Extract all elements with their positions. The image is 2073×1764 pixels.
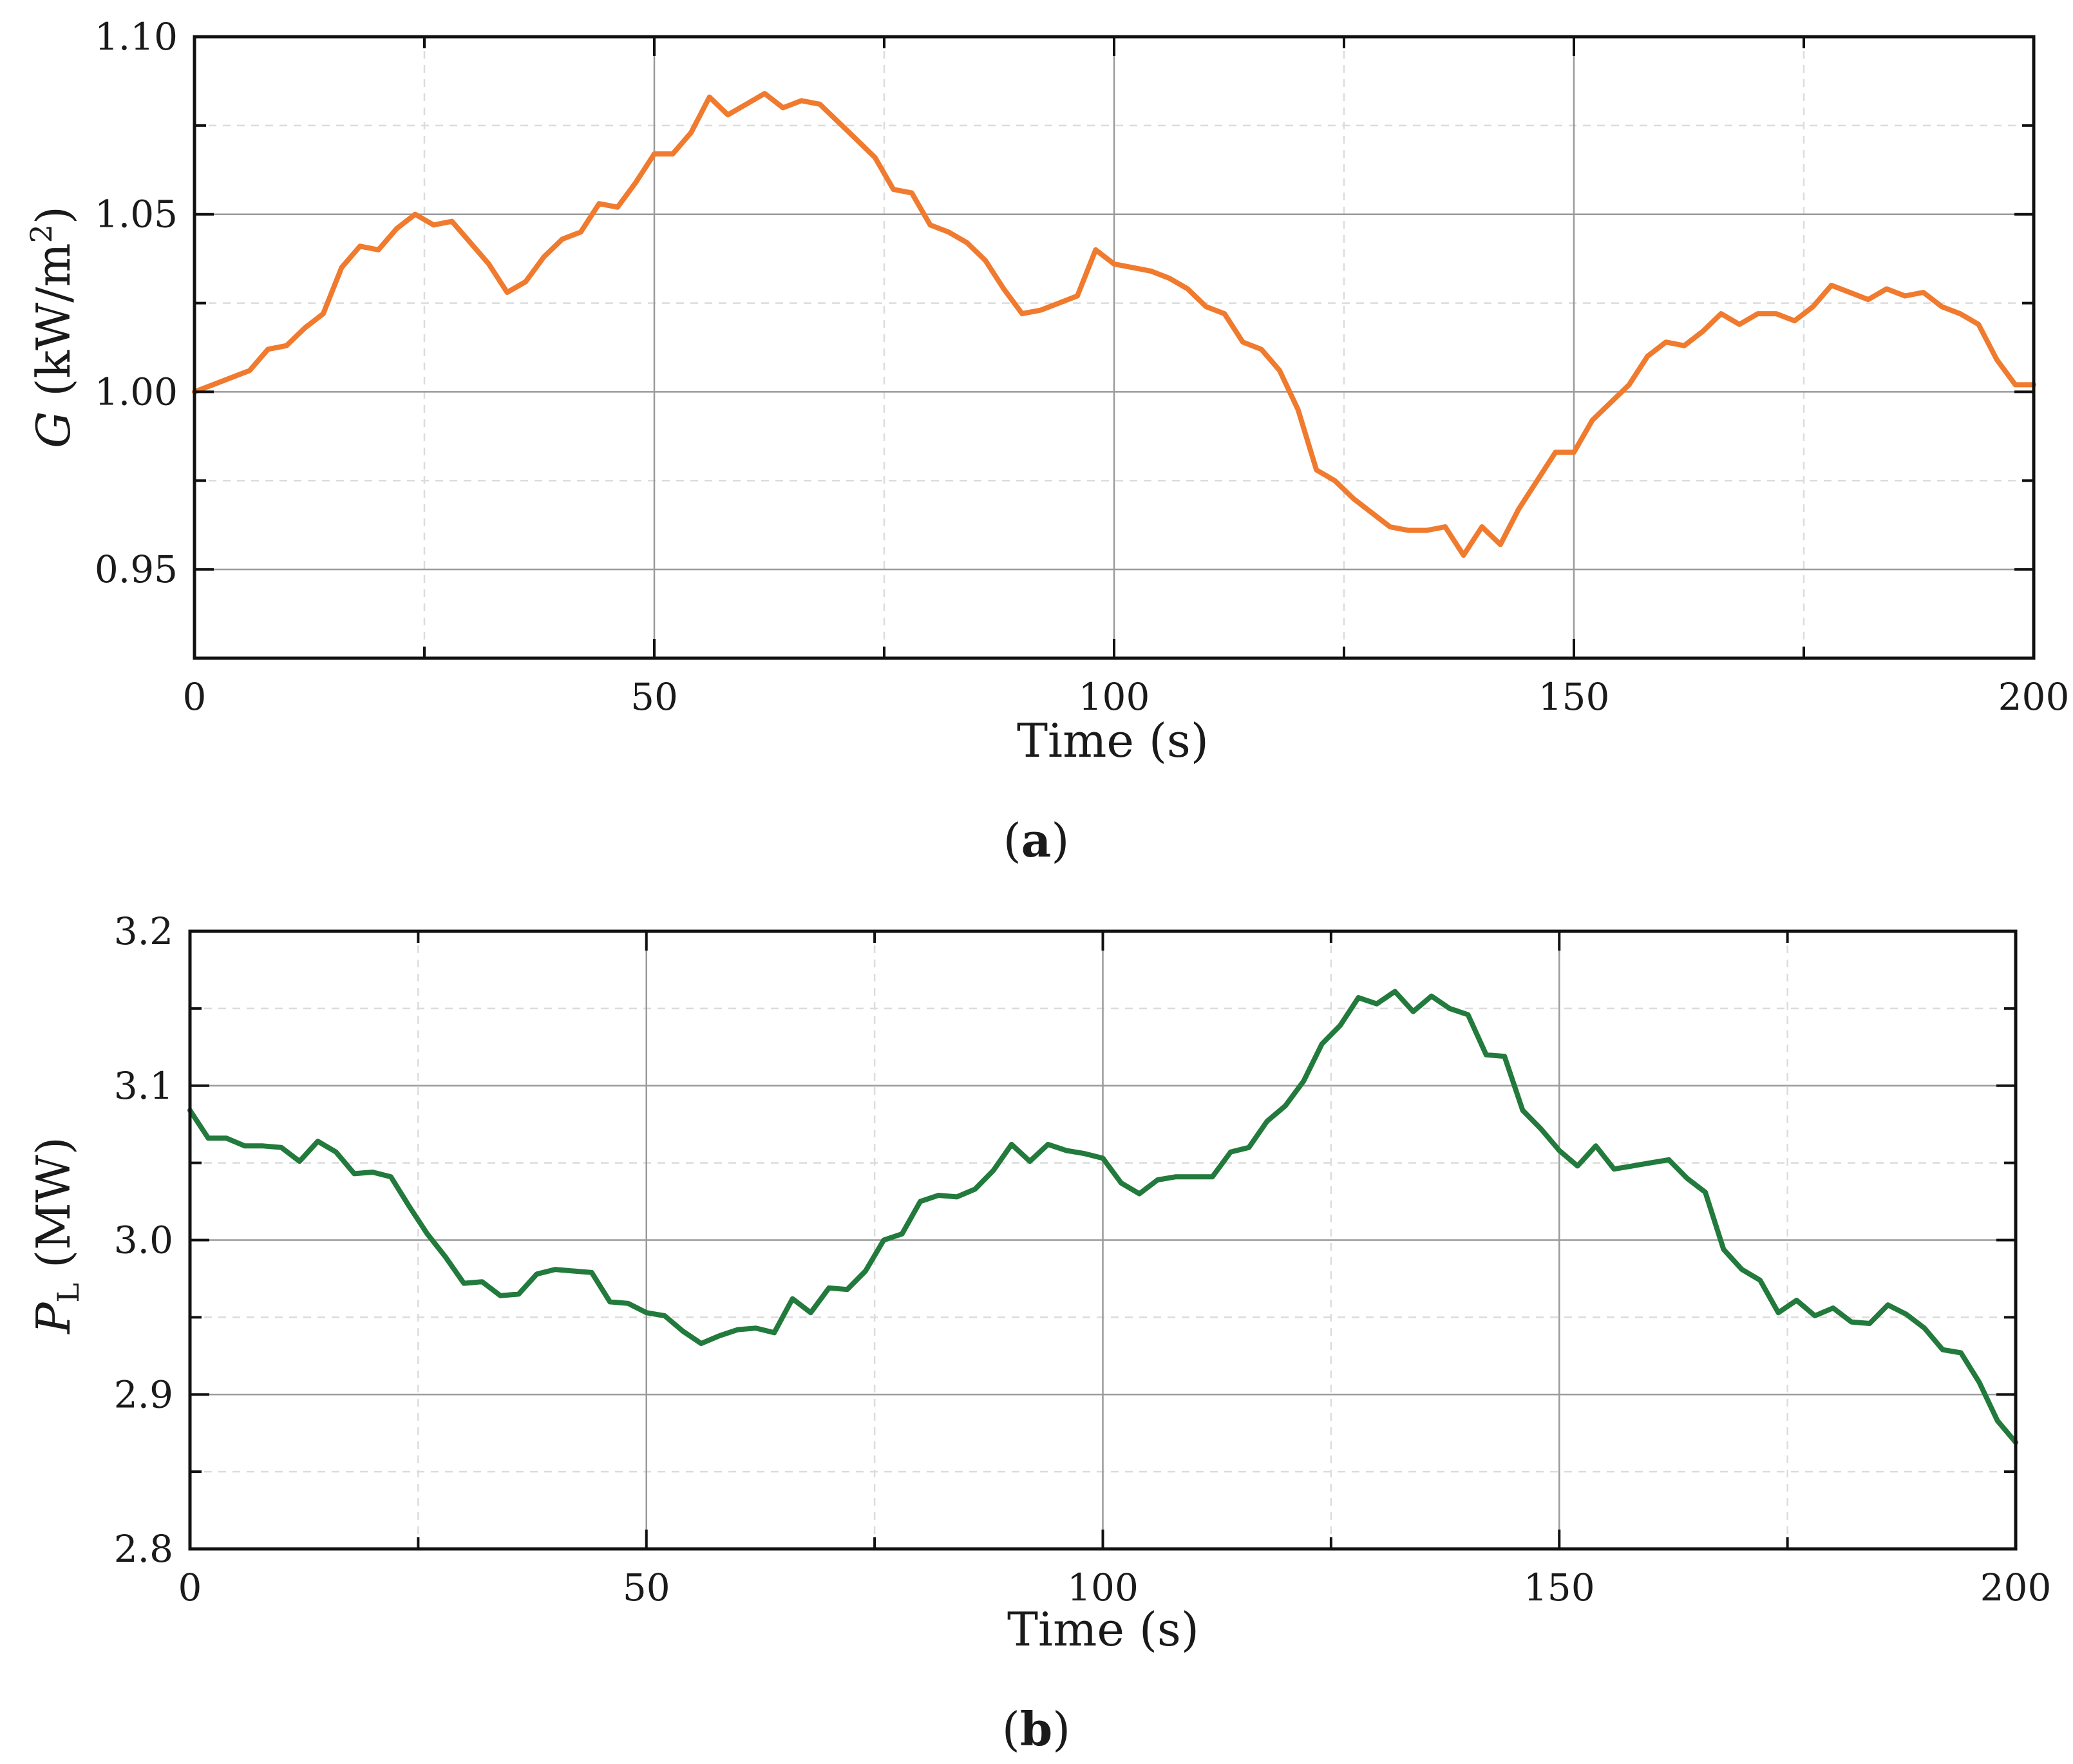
- y-tick-label: 3.1: [114, 1064, 173, 1108]
- y-tick-label: 1.05: [95, 193, 178, 236]
- y-tick-label: 2.9: [114, 1372, 173, 1416]
- panel-label-a: (a): [1003, 813, 1070, 868]
- x-tick-label: 0: [183, 675, 207, 719]
- tick-labels-b: 0 50 100 150 200 2.8 2.9 3.0 3.1 3.2: [114, 909, 2052, 1609]
- y-tick-label: 1.10: [95, 15, 178, 59]
- x-tick-label: 50: [630, 675, 678, 719]
- x-tick-label: 100: [1067, 1566, 1139, 1609]
- y-axis-unit-close-a: ): [26, 206, 80, 224]
- y-axis-unit-power-a: 2: [24, 224, 59, 243]
- y-axis-unit-a: (kW/m: [26, 243, 80, 411]
- y-axis-subscript-b: L: [51, 1283, 86, 1303]
- y-tick-label: 0.95: [95, 547, 178, 591]
- y-tick-label: 2.8: [114, 1527, 173, 1571]
- y-axis-symbol-b: P: [26, 1302, 80, 1335]
- tick-labels-a: 0 50 100 150 200 0.95 1.00 1.05 1.10: [95, 15, 2070, 719]
- x-tick-label: 0: [178, 1566, 202, 1609]
- x-tick-label: 150: [1524, 1566, 1595, 1609]
- ticks-a: [193, 35, 2035, 659]
- chart-panel-a: 0 50 100 150 200 0.95 1.00 1.05 1.10 Time (s) G …: [24, 15, 2069, 868]
- x-tick-label: 100: [1079, 675, 1150, 719]
- y-tick-label: 1.00: [95, 370, 178, 413]
- x-axis-title-b: Time (s): [1007, 1602, 1199, 1656]
- load-power-line: [187, 989, 2018, 1445]
- x-tick-label: 200: [1980, 1566, 2052, 1609]
- y-axis-symbol-a: G: [26, 412, 80, 449]
- x-tick-label: 200: [1998, 675, 2070, 719]
- y-axis-unit-b: (MW): [26, 1137, 80, 1283]
- y-axis-title-b: PL (MW): [26, 1137, 86, 1335]
- x-tick-label: 150: [1538, 675, 1610, 719]
- panel-label-b: (b): [1002, 1702, 1071, 1756]
- x-tick-label: 50: [623, 1566, 670, 1609]
- chart-panel-b: 0 50 100 150 200 2.8 2.9 3.0 3.1 3.2 Time (s) PL …: [26, 909, 2051, 1756]
- y-tick-label: 3.2: [114, 909, 173, 953]
- x-axis-title-a: Time (s): [1017, 714, 1209, 768]
- y-axis-title-a: G (kW/m2): [24, 206, 80, 448]
- y-tick-label: 3.0: [114, 1219, 173, 1262]
- ticks-b: [189, 930, 2017, 1550]
- irradiance-line: [192, 91, 2036, 558]
